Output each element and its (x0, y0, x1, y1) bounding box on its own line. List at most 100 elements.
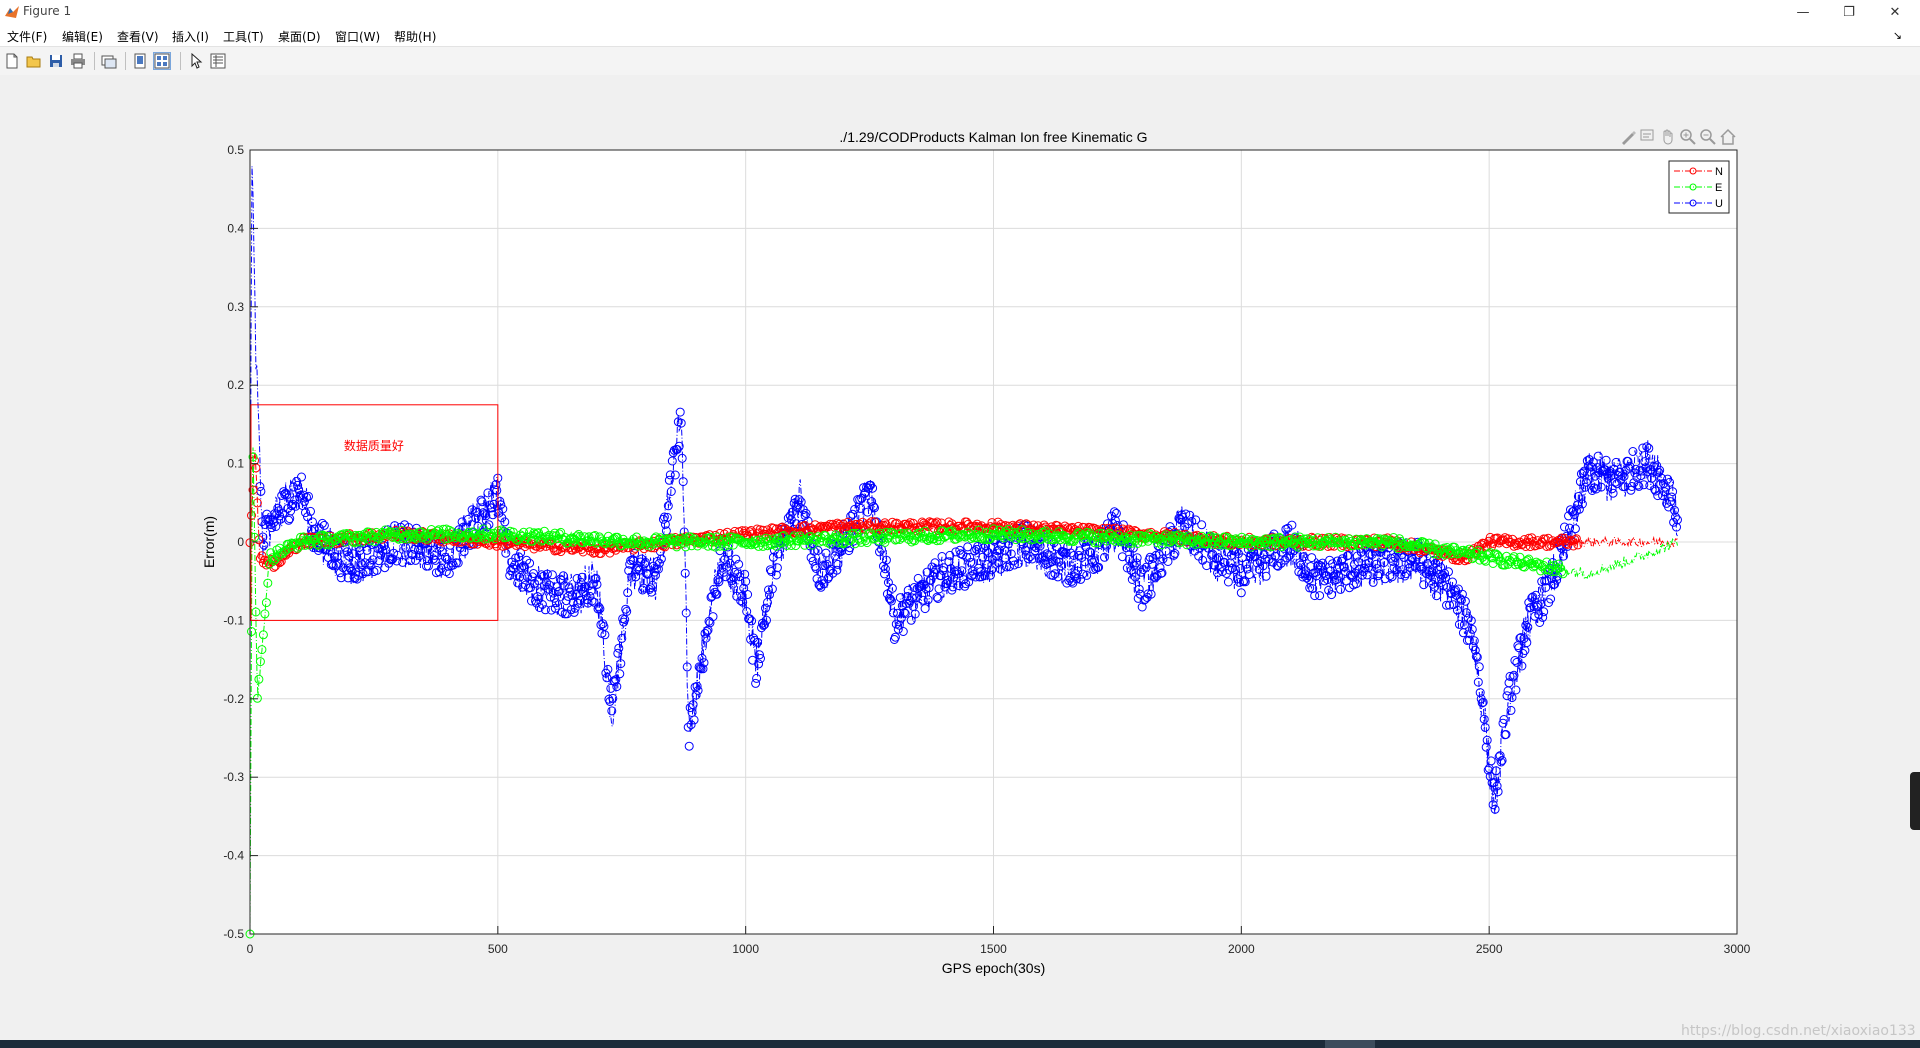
data-point-U (948, 582, 958, 592)
data-point-U (630, 549, 640, 558)
data-point-U (604, 694, 614, 704)
brush-icon[interactable] (1619, 128, 1637, 146)
data-tips-icon[interactable] (1639, 128, 1657, 146)
data-point-U (986, 570, 995, 580)
legend[interactable]: NEU (1668, 160, 1730, 214)
save-icon[interactable] (48, 53, 64, 69)
data-point-E (1411, 541, 1421, 551)
zoom-out-icon[interactable] (1699, 128, 1717, 146)
data-point-E (856, 537, 866, 547)
data-point-U (667, 456, 677, 466)
data-point-U (1515, 633, 1525, 643)
data-point-U (1486, 756, 1496, 766)
data-point-E (1215, 537, 1224, 547)
data-point-U (575, 595, 585, 605)
open-file-icon[interactable] (26, 53, 42, 69)
legend-label-E: E (1715, 182, 1722, 194)
data-point-U (1261, 571, 1271, 581)
data-point-E (1332, 538, 1342, 548)
data-point-U (1506, 705, 1516, 715)
data-point-E (908, 535, 918, 545)
data-point-E (531, 530, 540, 540)
data-point-U (1047, 557, 1057, 567)
property-inspector-icon[interactable] (210, 53, 226, 69)
data-point-U (809, 546, 819, 556)
taskbar-item[interactable] (1325, 1040, 1375, 1048)
data-point-U (987, 565, 996, 575)
data-point-U (1454, 619, 1464, 629)
data-point-U (1050, 569, 1060, 579)
data-point-E (1400, 542, 1410, 552)
data-point-U (1578, 468, 1588, 478)
data-point-U (753, 637, 763, 647)
annotation-layer[interactable]: 数据质量好 (250, 404, 499, 621)
data-point-U (1141, 562, 1151, 572)
data-point-U (1388, 557, 1398, 566)
data-point-E (321, 540, 331, 550)
menu-desktop[interactable]: 桌面(D) (278, 30, 321, 44)
data-point-U (1463, 613, 1473, 623)
data-point-U (1477, 698, 1487, 708)
data-point-U (1100, 552, 1109, 562)
data-point-U (1178, 512, 1188, 522)
print-icon[interactable] (70, 53, 86, 69)
data-point-U (1482, 735, 1492, 745)
side-panel-handle[interactable] (1910, 772, 1920, 830)
annotation-rectangle[interactable] (250, 404, 499, 621)
hide-plot-tools-icon[interactable] (132, 53, 148, 69)
data-point-U (289, 482, 299, 492)
menu-file[interactable]: 文件(F) (7, 30, 48, 44)
menu-tools[interactable]: 工具(T) (223, 30, 264, 44)
data-point-U (1426, 571, 1436, 580)
menu-window[interactable]: 窗口(W) (335, 30, 381, 44)
data-point-U (1316, 561, 1326, 571)
data-point-U (954, 581, 964, 591)
menu-edit[interactable]: 编辑(E) (62, 30, 103, 44)
menu-insert[interactable]: 插入(I) (172, 30, 209, 44)
pan-hand-icon[interactable] (1659, 128, 1677, 146)
x-tick-label: 0 (247, 942, 254, 956)
data-point-U (319, 520, 329, 530)
data-point-E (1280, 538, 1290, 548)
data-point-U (1210, 560, 1220, 570)
data-point-E (1521, 557, 1531, 566)
data-point-U (1630, 468, 1640, 478)
data-point-E (360, 529, 369, 539)
data-point-U (1053, 572, 1063, 582)
edit-plot-arrow-icon[interactable] (188, 53, 204, 69)
data-point-U (1589, 483, 1599, 493)
data-point-U (698, 664, 708, 674)
zoom-in-icon[interactable] (1679, 128, 1697, 146)
data-point-U (714, 577, 724, 587)
home-icon[interactable] (1719, 128, 1737, 146)
data-point-E (1386, 536, 1395, 546)
y-tick-label: -0.5 (223, 927, 244, 941)
dock-arrow-icon[interactable]: ↘ (1892, 29, 1902, 42)
data-point-E (923, 536, 933, 546)
data-point-E (1356, 534, 1366, 544)
data-point-U (741, 577, 751, 586)
data-point-U (728, 579, 738, 589)
menu-help[interactable]: 帮助(H) (394, 30, 437, 44)
data-point-E (394, 534, 404, 544)
new-figure-icon[interactable] (4, 53, 20, 69)
data-point-U (595, 604, 605, 614)
data-point-U (739, 583, 749, 593)
close-button[interactable]: ✕ (1889, 4, 1901, 20)
data-point-U (1480, 722, 1490, 732)
data-point-U (926, 575, 936, 585)
data-point-U (1146, 589, 1156, 599)
link-plot-icon[interactable] (101, 53, 117, 69)
data-point-E (517, 531, 527, 541)
data-point-U (1310, 591, 1320, 601)
data-point-U (1094, 562, 1104, 572)
show-plot-tools-icon[interactable] (153, 52, 171, 70)
restore-button[interactable]: ❐ (1843, 4, 1855, 20)
data-point-E (1414, 539, 1424, 549)
data-point-E (261, 598, 271, 608)
data-point-U (1501, 730, 1511, 739)
data-point-U (1085, 547, 1095, 557)
menu-view[interactable]: 查看(V) (117, 30, 159, 44)
minimize-button[interactable]: — (1796, 4, 1810, 20)
data-point-U (675, 407, 685, 417)
